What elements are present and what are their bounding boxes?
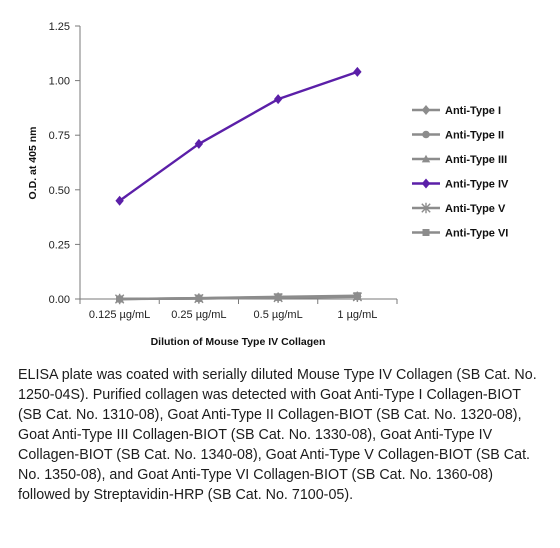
chart-legend: Anti-Type I Anti-Type II Anti-Type III Anti… [412, 105, 509, 240]
legend-item-anti-type-iv: Anti-Type IV [412, 178, 509, 191]
data-point-anti-type-vi [195, 294, 203, 302]
y-axis-title: O.D. at 405 nm [27, 127, 39, 200]
data-point-anti-type-vi [353, 292, 361, 300]
y-tick-label: 0.75 [49, 130, 70, 142]
legend-label: Anti-Type II [445, 130, 504, 142]
legend-swatch-marker [422, 130, 430, 139]
series-anti-type-vi [116, 292, 361, 303]
legend-label: Anti-Type V [445, 203, 506, 215]
legend-swatch-marker [422, 229, 430, 236]
y-tick-label: 0.00 [49, 294, 70, 306]
data-point-anti-type-vi [116, 295, 124, 303]
x-tick-label: 0.5 µg/mL [254, 309, 303, 321]
y-tick-label: 1.25 [49, 21, 70, 33]
chart-canvas: 0.00 0.25 0.50 0.75 1.00 1.25 0.125 µg/mL 0.25 … [27, 21, 509, 348]
figure-caption: ELISA plate was coated with serially dil… [18, 367, 537, 503]
data-point-anti-type-iv [194, 138, 204, 149]
y-tick-label: 1.00 [49, 76, 70, 88]
y-tick-label: 0.50 [49, 185, 70, 197]
legend-item-anti-type-iii: Anti-Type III [412, 154, 507, 166]
series-line-anti-type-vi [119, 294, 358, 301]
data-point-anti-type-iv [353, 66, 362, 77]
data-point-anti-type-vi [274, 293, 282, 301]
legend-swatch-marker [421, 154, 431, 163]
legend-label: Anti-Type I [445, 105, 501, 117]
legend-label: Anti-Type VI [445, 228, 508, 240]
legend-item-anti-type-i: Anti-Type I [412, 105, 501, 117]
series-anti-type-iv [115, 66, 362, 206]
x-tick-label: 0.25 µg/mL [171, 309, 226, 321]
legend-item-anti-type-ii: Anti-Type II [412, 130, 504, 142]
y-tick-label: 0.25 [49, 239, 70, 251]
x-axis-title: Dilution of Mouse Type IV Collagen [151, 336, 326, 348]
legend-swatch-marker [421, 178, 431, 189]
elisa-line-chart: 0.00 0.25 0.50 0.75 1.00 1.25 0.125 µg/mL 0.25 … [27, 21, 509, 348]
legend-item-anti-type-vi: Anti-Type VI [412, 228, 508, 240]
series-line-anti-type-iv [118, 70, 358, 202]
chart-axes: 0.00 0.25 0.50 0.75 1.00 1.25 0.125 µg/mL 0.25 … [49, 21, 398, 321]
legend-swatch-marker [421, 105, 431, 115]
legend-item-anti-type-v: Anti-Type V [412, 202, 506, 215]
x-tick-label: 0.125 µg/mL [89, 309, 150, 321]
x-tick-label: 1 µg/mL [337, 309, 377, 321]
legend-label: Anti-Type IV [445, 179, 509, 191]
legend-label: Anti-Type III [445, 154, 507, 166]
chart-series [114, 66, 363, 305]
data-point-anti-type-iv [273, 94, 283, 105]
data-point-anti-type-iv [115, 195, 124, 206]
legend-swatch-marker [421, 202, 431, 214]
